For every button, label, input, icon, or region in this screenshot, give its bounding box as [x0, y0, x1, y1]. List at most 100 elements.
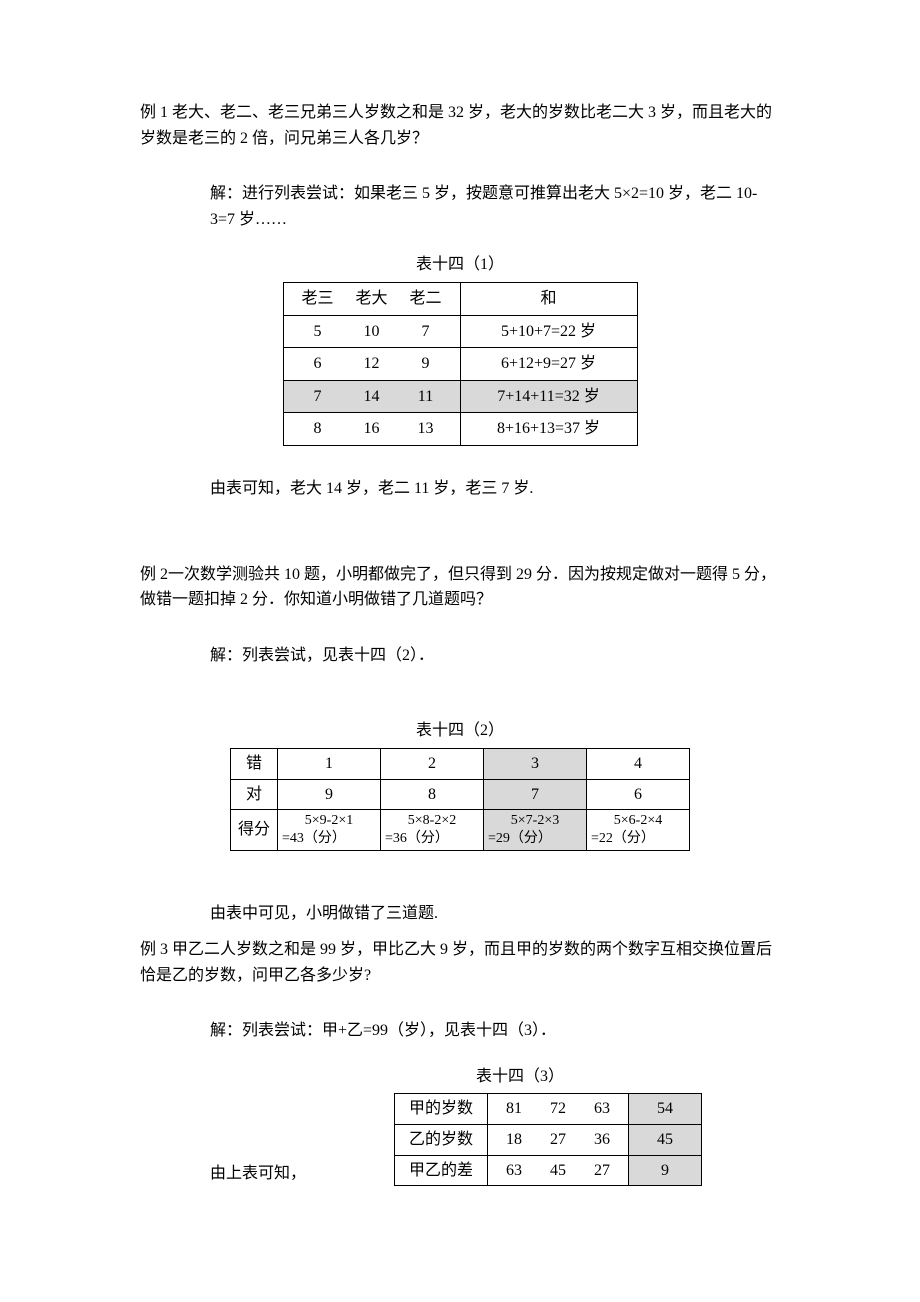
table1-header-left: 老三 老大 老二: [283, 282, 460, 315]
document-page: 例 1 老大、老二、老三兄弟三人岁数之和是 32 岁，老大的岁数比老二大 3 岁…: [0, 0, 920, 1246]
table3-title: 表十四（3）: [260, 1064, 780, 1090]
score-val: =22（分）: [591, 830, 685, 848]
example3-problem-text: 甲乙二人岁数之和是 99 岁，甲比乙大 9 岁，而且甲的岁数的两个数字互相交换位…: [140, 941, 772, 984]
table1-cell: 13: [401, 416, 451, 442]
example2-label: 例 2: [140, 566, 168, 583]
table1-h-col2: 老大: [347, 286, 397, 312]
table2-cell: 5×8-2×2 =36（分）: [381, 810, 484, 851]
score-expr: 5×6-2×4: [591, 812, 685, 830]
table1-h-col3: 老二: [401, 286, 451, 312]
table1-header-right: 和: [460, 282, 637, 315]
table2-cell-highlighted: 5×7-2×3 =29（分）: [484, 810, 587, 851]
table1-row-left: 8 16 13: [283, 413, 460, 446]
table1-cell: 14: [347, 384, 397, 410]
table2-row-wrong: 错 1 2 3 4: [231, 748, 690, 779]
table1-title: 表十四（1）: [140, 252, 780, 278]
table2-cell: 5×6-2×4 =22（分）: [587, 810, 690, 851]
table3-cell: 18: [494, 1127, 534, 1153]
table3-last-cell: 9: [629, 1155, 702, 1186]
example2-conclusion: 由表中可见，小明做错了三道题.: [210, 901, 780, 927]
table3-label: 乙的岁数: [395, 1125, 488, 1156]
table1-row: 6 12 9 6+12+9=27 岁: [283, 348, 637, 381]
score-expr: 5×7-2×3: [488, 812, 582, 830]
table3-wrapper: 表十四（3） 由上表可知， 甲的岁数 81 72 63 54 乙的岁数 18: [140, 1064, 780, 1186]
table2-label: 错: [231, 748, 278, 779]
score-val: =29（分）: [488, 830, 582, 848]
table1-cell: 7: [401, 319, 451, 345]
table3-cell: 63: [582, 1096, 622, 1122]
example3-label: 例 3: [140, 941, 172, 958]
table3-label: 甲的岁数: [395, 1094, 488, 1125]
table1-sum: 8+16+13=37 岁: [460, 413, 637, 446]
example2-problem: 例 2一次数学测验共 10 题，小明都做完了，但只得到 29 分．因为按规定做对…: [140, 562, 780, 613]
table3-last-cell: 45: [629, 1125, 702, 1156]
table1-cell: 11: [401, 384, 451, 410]
table3-cell: 27: [582, 1158, 622, 1184]
table3-cells: 18 27 36: [488, 1125, 629, 1156]
example1-solution: 解：进行列表尝试：如果老三 5 岁，按题意可推算出老大 5×2=10 岁，老二 …: [210, 181, 780, 232]
score-expr: 5×9-2×1: [282, 812, 376, 830]
table2-cell: 2: [381, 748, 484, 779]
table1-cell: 12: [347, 351, 397, 377]
table3-row: 乙的岁数 18 27 36 45: [395, 1125, 702, 1156]
table2-cell: 8: [381, 779, 484, 810]
table1-header-row: 老三 老大 老二 和: [283, 282, 637, 315]
table1-cell: 5: [293, 319, 343, 345]
table2-row-score: 得分 5×9-2×1 =43（分） 5×8-2×2 =36（分） 5×7-2×3…: [231, 810, 690, 851]
table1-sum: 5+10+7=22 岁: [460, 315, 637, 348]
table3-cells: 63 45 27: [488, 1155, 629, 1186]
table3-cell: 45: [538, 1158, 578, 1184]
table1-h-col1: 老三: [293, 286, 343, 312]
table1-cell: 8: [293, 416, 343, 442]
example3-solution: 解：列表尝试：甲+乙=99（岁），见表十四（3）．: [210, 1018, 780, 1044]
example1-conclusion: 由表可知，老大 14 岁，老二 11 岁，老三 7 岁.: [210, 476, 780, 502]
table3-label: 甲乙的差: [395, 1155, 488, 1186]
table1-row-left: 5 10 7: [283, 315, 460, 348]
table2-title: 表十四（2）: [140, 718, 780, 744]
table3-cell: 81: [494, 1096, 534, 1122]
table2-cell: 1: [278, 748, 381, 779]
example1-problem: 例 1 老大、老二、老三兄弟三人岁数之和是 32 岁，老大的岁数比老二大 3 岁…: [140, 100, 780, 151]
table1-cell: 16: [347, 416, 397, 442]
table3-cell: 63: [494, 1158, 534, 1184]
example1-problem-text: 老大、老二、老三兄弟三人岁数之和是 32 岁，老大的岁数比老二大 3 岁，而且老…: [140, 104, 772, 147]
table2-row-right: 对 9 8 7 6: [231, 779, 690, 810]
table3-cell: 27: [538, 1127, 578, 1153]
table1-row: 8 16 13 8+16+13=37 岁: [283, 413, 637, 446]
table2-cell-highlighted: 3: [484, 748, 587, 779]
table1-row-left: 7 14 11: [283, 380, 460, 413]
table3-cell: 36: [582, 1127, 622, 1153]
table3-row: 甲乙的差 63 45 27 9: [395, 1155, 702, 1186]
score-val: =36（分）: [385, 830, 479, 848]
table1-row: 5 10 7 5+10+7=22 岁: [283, 315, 637, 348]
example2-problem-text: 一次数学测验共 10 题，小明都做完了，但只得到 29 分．因为按规定做对一题得…: [140, 566, 776, 609]
table1-cell: 6: [293, 351, 343, 377]
table2-cell: 6: [587, 779, 690, 810]
table2-cell: 9: [278, 779, 381, 810]
table1: 老三 老大 老二 和 5 10 7 5+10+7=22 岁 6 12 9 6+1…: [283, 282, 638, 446]
table3-last-cell: 54: [629, 1094, 702, 1125]
table2-cell: 4: [587, 748, 690, 779]
table1-cell: 9: [401, 351, 451, 377]
table2: 错 1 2 3 4 对 9 8 7 6 得分 5×9-2×1 =43（分） 5×…: [230, 748, 690, 852]
table1-sum: 7+14+11=32 岁: [460, 380, 637, 413]
table2-label: 得分: [231, 810, 278, 851]
score-expr: 5×8-2×2: [385, 812, 479, 830]
table1-cell: 10: [347, 319, 397, 345]
table1-sum: 6+12+9=27 岁: [460, 348, 637, 381]
table3-row: 甲的岁数 81 72 63 54: [395, 1094, 702, 1125]
table3-inline-prefix: 由上表可知，: [210, 1161, 306, 1187]
table1-cell: 7: [293, 384, 343, 410]
table2-cell: 5×9-2×1 =43（分）: [278, 810, 381, 851]
table2-label: 对: [231, 779, 278, 810]
example1-label: 例 1: [140, 104, 172, 121]
table1-row-highlighted: 7 14 11 7+14+11=32 岁: [283, 380, 637, 413]
score-val: =43（分）: [282, 830, 376, 848]
table3: 甲的岁数 81 72 63 54 乙的岁数 18 27 36 45: [394, 1093, 702, 1186]
table3-cells: 81 72 63: [488, 1094, 629, 1125]
table2-cell-highlighted: 7: [484, 779, 587, 810]
table1-row-left: 6 12 9: [283, 348, 460, 381]
example3-problem: 例 3 甲乙二人岁数之和是 99 岁，甲比乙大 9 岁，而且甲的岁数的两个数字互…: [140, 937, 780, 988]
example2-solution: 解：列表尝试，见表十四（2）．: [210, 643, 780, 669]
table3-cell: 72: [538, 1096, 578, 1122]
